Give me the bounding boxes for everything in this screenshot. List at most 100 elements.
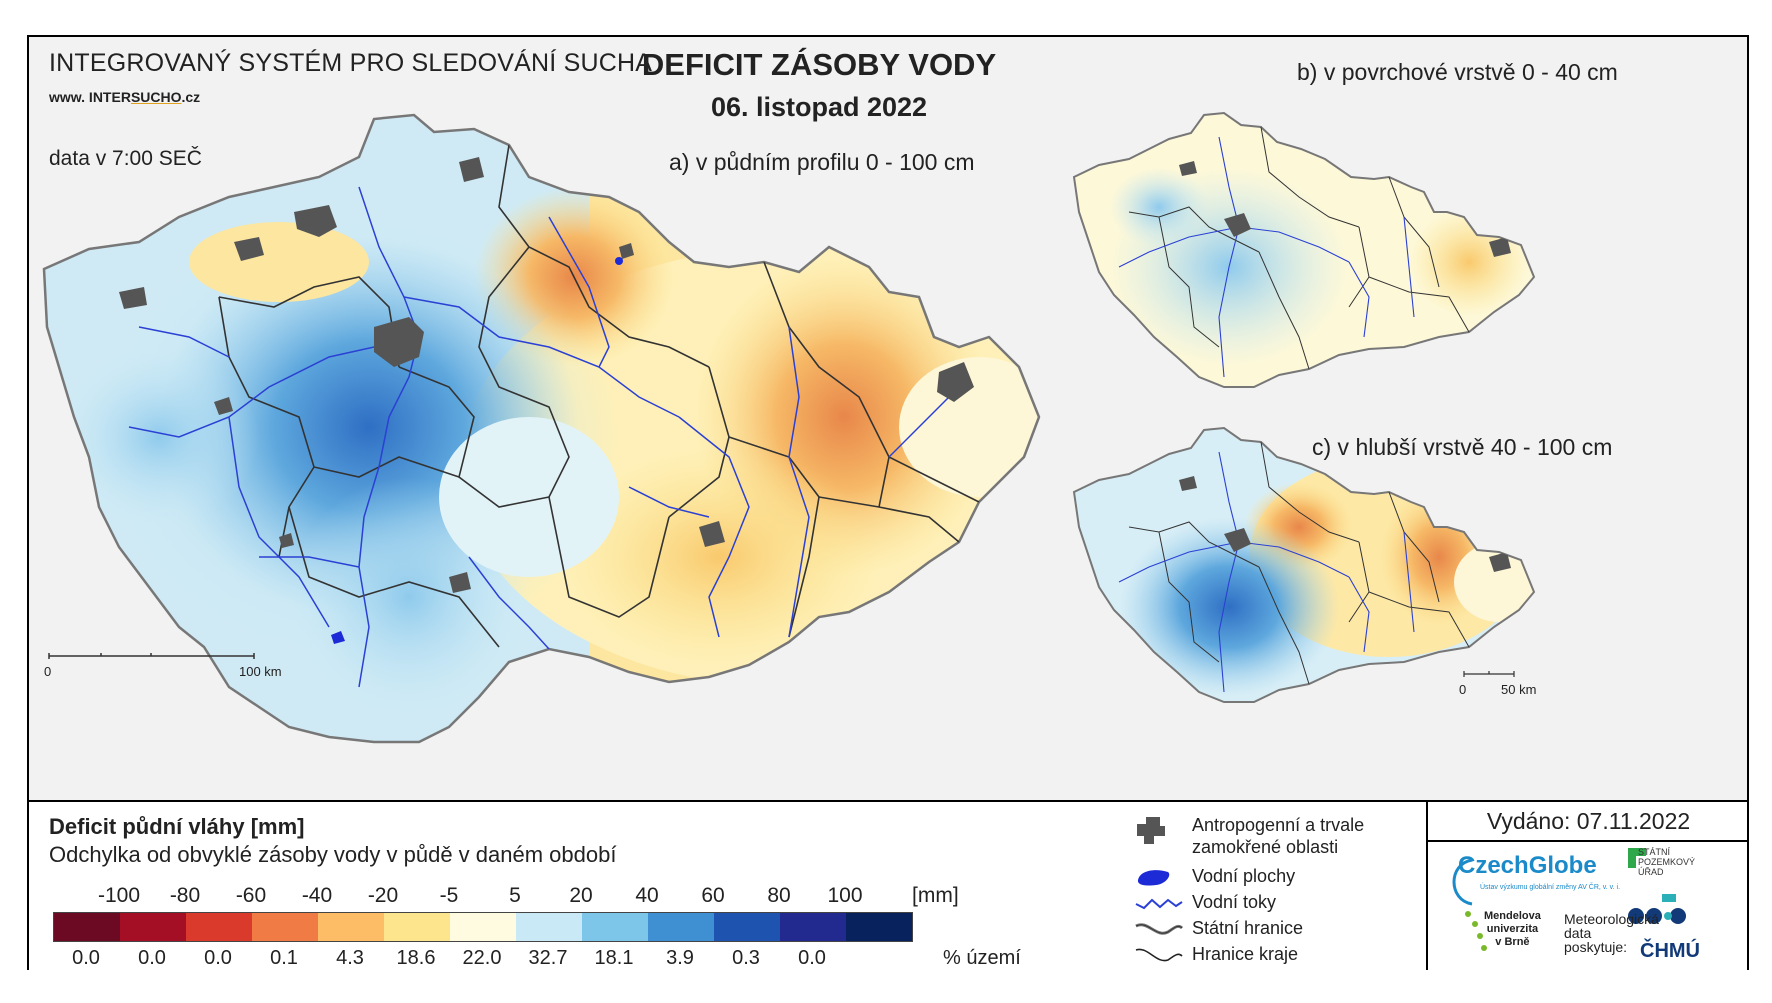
- spu-logo-square: [1662, 894, 1676, 902]
- mendel-logo: Mendelova univerzita v Brně: [1484, 910, 1541, 949]
- map-c-raster: [1074, 428, 1534, 702]
- logos-graphic: [1452, 848, 1686, 951]
- data-time: data v 7:00 SEČ: [49, 147, 202, 170]
- map-b-rivers: [1118, 136, 1415, 378]
- legend-percent-value: 3.9: [666, 947, 694, 969]
- legend-tick-label: -5: [439, 884, 459, 907]
- legend-color-swatch: [582, 913, 648, 941]
- legend-percent-value: 0.0: [138, 947, 166, 969]
- url-brand: SUCHO: [130, 89, 182, 105]
- legend-tick-label: 60: [701, 884, 725, 907]
- scale-bar-small: [1463, 671, 1515, 677]
- legend-percent-value: 0.3: [732, 947, 760, 969]
- legend-state-border: Státní hranice: [1134, 918, 1364, 942]
- legend-percent-value: 0.0: [72, 947, 100, 969]
- issued-box: Vydáno: 07.11.2022 CzechGlobe Ústav výzk…: [1426, 802, 1749, 970]
- met-data-line-2: data: [1564, 925, 1592, 941]
- legend-subtitle: Odchylka od obvyklé zásoby vody v půdě v…: [49, 842, 617, 867]
- met-data-line-1: Meteorologická: [1564, 911, 1659, 927]
- legend-percent-value: 0.0: [204, 947, 232, 969]
- anthropogenic-label: Antropogenní a trvale zamokřené oblasti: [1192, 815, 1365, 857]
- legend-color-swatch: [714, 913, 780, 941]
- legend-tick-label: -40: [301, 884, 333, 907]
- czechglobe-logo-arc: [1452, 858, 1473, 906]
- map-c-urban: [1179, 476, 1511, 572]
- map-a-raster: [44, 115, 1039, 742]
- legend-tick-label: 80: [767, 884, 791, 907]
- spu-logo: STÁTNÍ POZEMKOVÝ ÚŘAD: [1638, 847, 1695, 877]
- met-data-provider: Meteorologická data poskytuje:: [1564, 912, 1659, 954]
- legend-tick-label: 20: [569, 884, 593, 907]
- region-border-icon: [1135, 948, 1183, 962]
- legend-percent-label: % území: [943, 947, 1021, 969]
- region-border-label: Hranice kraje: [1192, 944, 1299, 964]
- legend-tick-label: -60: [235, 884, 267, 907]
- mendel-logo-line-1: Mendelova: [1484, 910, 1541, 922]
- scale-bar-main: [48, 653, 255, 659]
- system-title: INTEGROVANÝ SYSTÉM PRO SLEDOVÁNÍ SUCHA: [49, 49, 653, 77]
- legend-color-swatch: [252, 913, 318, 941]
- map-a-water-body: [615, 257, 623, 265]
- legend-tick-label: -80: [169, 884, 201, 907]
- legend-unit: [mm]: [912, 884, 959, 907]
- url-suffix: .cz: [181, 89, 201, 105]
- map-a-region-borders: [218, 144, 980, 648]
- map-b-region-borders: [1128, 126, 1470, 370]
- legend-percent-value: 4.3: [336, 947, 364, 969]
- website-url[interactable]: www. INTERSUCHO.cz: [49, 89, 200, 105]
- scale-small-start: 0: [1459, 682, 1467, 697]
- legend-color-swatch: [120, 913, 186, 941]
- map-a-urban: [119, 157, 974, 593]
- map-c-region-borders: [1128, 441, 1470, 685]
- legend-percent-value: 0.1: [270, 947, 298, 969]
- legend-tick-label: -20: [367, 884, 399, 907]
- main-title: DEFICIT ZÁSOBY VODY: [641, 47, 997, 82]
- legend-percent-value: 22.0: [462, 947, 502, 969]
- legend-anthropogenic: Antropogenní a trvale zamokřené oblasti: [1134, 814, 1364, 858]
- legend-color-swatch: [186, 913, 252, 941]
- legend-percent-value: 32.7: [528, 947, 568, 969]
- legend-rivers: Vodní toky: [1134, 892, 1364, 916]
- state-border-label: Státní hranice: [1192, 918, 1304, 938]
- map-c-rivers: [1118, 451, 1415, 693]
- mendel-logo-line-3: v Brně: [1495, 936, 1530, 948]
- url-prefix: www. INTER: [49, 89, 131, 105]
- water-bodies-label: Vodní plochy: [1192, 866, 1296, 886]
- legend-percent-value: 18.6: [396, 947, 436, 969]
- chmu-logo-circle: [1628, 908, 1644, 924]
- maps-graphic: [42, 111, 1536, 744]
- map-b-label: b) v povrchové vrstvě 0 - 40 cm: [1297, 59, 1618, 85]
- scale-main-start: 0: [44, 664, 52, 679]
- legend-color-swatch: [384, 913, 450, 941]
- scale-main-end: 100 km: [239, 664, 282, 679]
- legend-color-swatch: [516, 913, 582, 941]
- czechglobe-logo-subtitle: Ústav výzkumu globální změny AV ČR, v. v…: [1480, 884, 1621, 891]
- rivers-label: Vodní toky: [1192, 892, 1277, 912]
- scale-small-end: 50 km: [1501, 682, 1537, 697]
- map-zone: INTEGROVANÝ SYSTÉM PRO SLEDOVÁNÍ SUCHA w…: [29, 37, 1747, 800]
- spu-logo-line-1: STÁTNÍ: [1638, 847, 1671, 857]
- legend-tick-label: 100: [827, 884, 863, 907]
- legend-tick-label: 40: [635, 884, 659, 907]
- legend-region-border: Hranice kraje: [1134, 944, 1364, 968]
- legend-zone: Deficit půdní vláhy [mm] Odchylka od obv…: [29, 800, 1749, 970]
- met-data-line-3: poskytuje:: [1564, 939, 1628, 955]
- legend-percent-value: 18.1: [594, 947, 634, 969]
- chmu-logo: ČHMÚ: [1640, 940, 1700, 962]
- mendel-logo-dot: [1465, 911, 1471, 917]
- legend-color-swatch: [54, 913, 120, 941]
- legend-color-swatch: [648, 913, 714, 941]
- legend-tick-label: -100: [97, 884, 141, 907]
- legend-water-bodies: Vodní plochy: [1134, 866, 1364, 890]
- map-a-label: a) v půdním profilu 0 - 100 cm: [669, 149, 975, 175]
- figure-frame: INTEGROVANÝ SYSTÉM PRO SLEDOVÁNÍ SUCHA w…: [27, 35, 1749, 970]
- map-a-water-body: [331, 631, 345, 644]
- map-c-label: c) v hlubší vrstvě 40 - 100 cm: [1312, 434, 1613, 460]
- map-date: 06. listopad 2022: [710, 92, 928, 122]
- legend-percent-value: 0.0: [798, 947, 826, 969]
- water-body-icon: [1137, 870, 1170, 886]
- legend-color-swatch: [846, 913, 912, 941]
- spu-logo-mark: [1628, 848, 1646, 856]
- spu-logo-line-3: ÚŘAD: [1638, 867, 1664, 877]
- spu-logo-line-2: POZEMKOVÝ: [1638, 857, 1696, 867]
